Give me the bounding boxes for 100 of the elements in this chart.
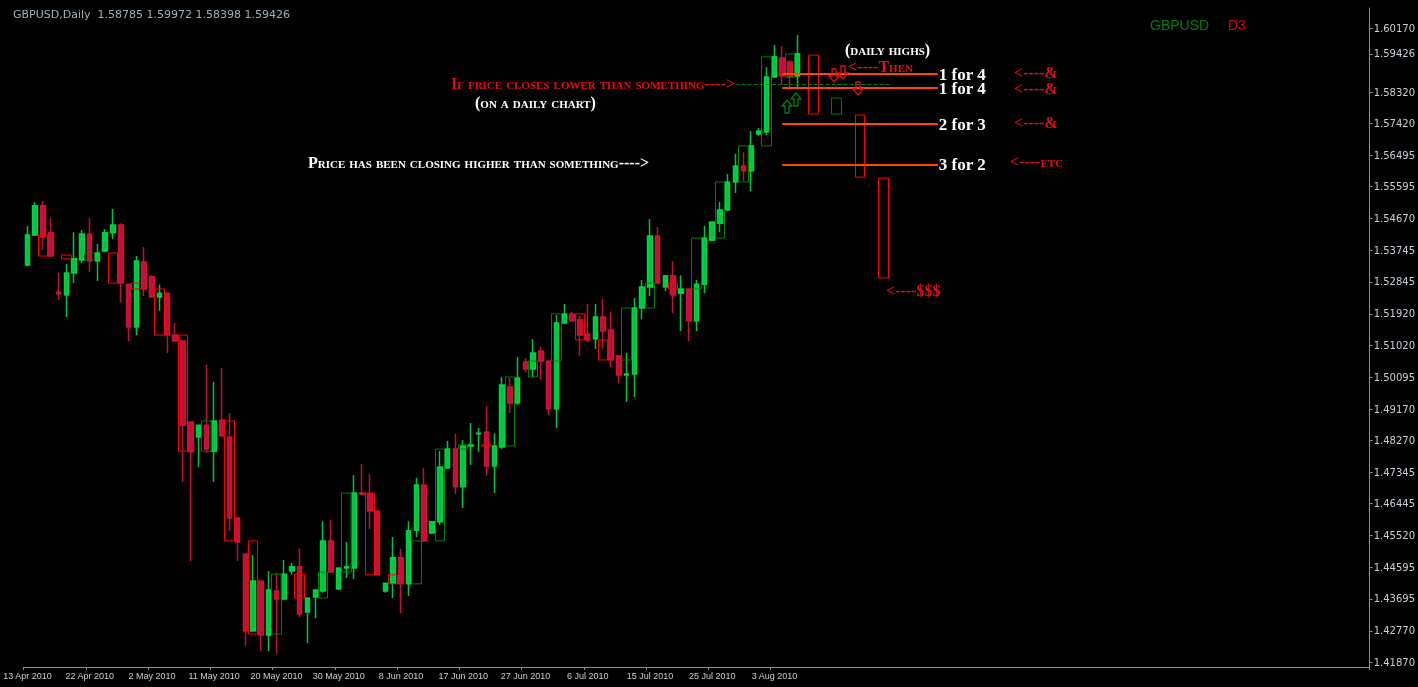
ref-line-label: 2 for 3: [938, 114, 986, 134]
candlestick: [70, 231, 78, 284]
candlestick: [522, 357, 529, 373]
candlestick: [234, 517, 241, 562]
candlestick: [529, 338, 537, 378]
x-tick-label: 6 Jul 2010: [566, 670, 609, 681]
candlestick: [708, 221, 716, 242]
y-tick-label: 1.50095: [1373, 371, 1416, 383]
candlestick: [878, 177, 889, 279]
candlestick: [117, 222, 125, 303]
candlestick: [452, 433, 459, 495]
candlestick: [248, 540, 258, 635]
annotation: <----&: [1014, 80, 1058, 98]
candlestick: [831, 97, 842, 115]
candlestick: [405, 520, 412, 597]
candlestick: [771, 44, 778, 79]
candlestick: [631, 297, 638, 398]
annotation: (daily highs): [845, 41, 931, 59]
candlestick: [195, 424, 202, 468]
candlestick: [668, 282, 678, 290]
x-tick-label: 3 Aug 2010: [751, 670, 798, 681]
candlestick: [584, 303, 591, 343]
candlestick: [397, 548, 405, 614]
candlestick: [55, 272, 62, 301]
y-tick-label: 1.51020: [1373, 339, 1416, 351]
annotation: Price has been closing higher than something---->: [308, 154, 650, 172]
candlestick: [483, 405, 490, 477]
ref-line-label: 3 for 2: [938, 155, 986, 175]
candlestick: [374, 510, 381, 576]
candlestick: [125, 283, 132, 342]
y-tick-label: 1.47345: [1373, 466, 1416, 478]
candlestick: [654, 226, 661, 285]
candlestick: [701, 225, 708, 294]
y-tick-label: 1.54670: [1373, 213, 1416, 225]
x-tick-label: 17 Jun 2010: [438, 670, 488, 681]
candlestick: [358, 463, 366, 496]
candlestick: [63, 263, 70, 318]
candlestick: [242, 553, 249, 647]
y-tick-label: 1.44595: [1373, 562, 1416, 574]
x-tick-label: 15 Jul 2010: [626, 670, 674, 681]
candlestick: [31, 201, 39, 237]
candlestick: [778, 45, 786, 86]
candlestick: [312, 589, 319, 619]
candlestick: [638, 279, 646, 320]
candlestick: [288, 562, 296, 576]
x-tick-label: 11 May 2010: [188, 670, 240, 681]
candlestick: [382, 582, 389, 594]
y-tick-label: 1.53745: [1373, 245, 1416, 257]
x-tick-label: 20 May 2010: [250, 670, 303, 681]
candlestick: [78, 229, 86, 264]
candlestick: [61, 254, 72, 260]
annotation: If price closes lower than something---->: [450, 75, 735, 93]
candlestick: [467, 422, 475, 466]
y-tick-label: 1.51920: [1373, 308, 1416, 320]
candlestick: [47, 217, 55, 257]
candlestick: [411, 540, 422, 585]
candlestick: [545, 360, 552, 416]
candlestick: [164, 292, 171, 354]
candlestick: [257, 580, 265, 652]
chart-title: GBPUSD,Daily 1.58785 1.59972 1.58398 1.59426: [13, 8, 290, 21]
candlestick: [24, 225, 31, 267]
candlestick: [327, 519, 335, 573]
candlestick: [808, 54, 819, 115]
candlestick: [84, 252, 95, 261]
y-tick-label: 1.46445: [1373, 498, 1416, 510]
x-tick-label: 25 Jul 2010: [688, 670, 736, 681]
y-tick-label: 1.52845: [1373, 276, 1416, 288]
candlestick: [592, 303, 599, 350]
candlestick: [109, 208, 117, 240]
candlestick: [855, 114, 865, 178]
candlestick: [491, 432, 498, 494]
annotation: <----&: [1014, 114, 1058, 132]
candlestick: [537, 346, 545, 380]
candlestick: [428, 521, 436, 535]
candlestick: [108, 252, 118, 284]
candlestick: [475, 427, 482, 453]
candlestick: [94, 243, 101, 282]
candlestick: [677, 274, 685, 332]
y-tick-label: 1.43695: [1373, 593, 1416, 605]
y-tick-label: 1.60170: [1373, 22, 1416, 34]
candlestick: [724, 173, 731, 212]
annotation: D3: [1228, 16, 1246, 34]
candlestick: [444, 440, 451, 470]
x-tick-label: 8 Jun 2010: [378, 670, 424, 681]
y-tick-label: 1.42770: [1373, 625, 1416, 637]
candlestick: [420, 467, 428, 542]
annotation: GBPUSD: [1150, 16, 1210, 34]
candlestick: [732, 153, 739, 194]
candlestick: [662, 275, 669, 292]
annotation: <----$$$: [886, 282, 941, 300]
candlestick: [738, 145, 749, 183]
candlestick: [553, 314, 560, 429]
y-tick-label: 1.59426: [1373, 48, 1416, 60]
y-tick-label: 1.49170: [1373, 403, 1416, 415]
y-tick-label: 1.45520: [1373, 530, 1416, 542]
candlestick: [498, 376, 506, 450]
candlestick: [615, 355, 623, 384]
candlestick: [131, 282, 142, 290]
candlestick: [685, 288, 693, 342]
x-tick-label: 30 May 2010: [312, 670, 365, 681]
